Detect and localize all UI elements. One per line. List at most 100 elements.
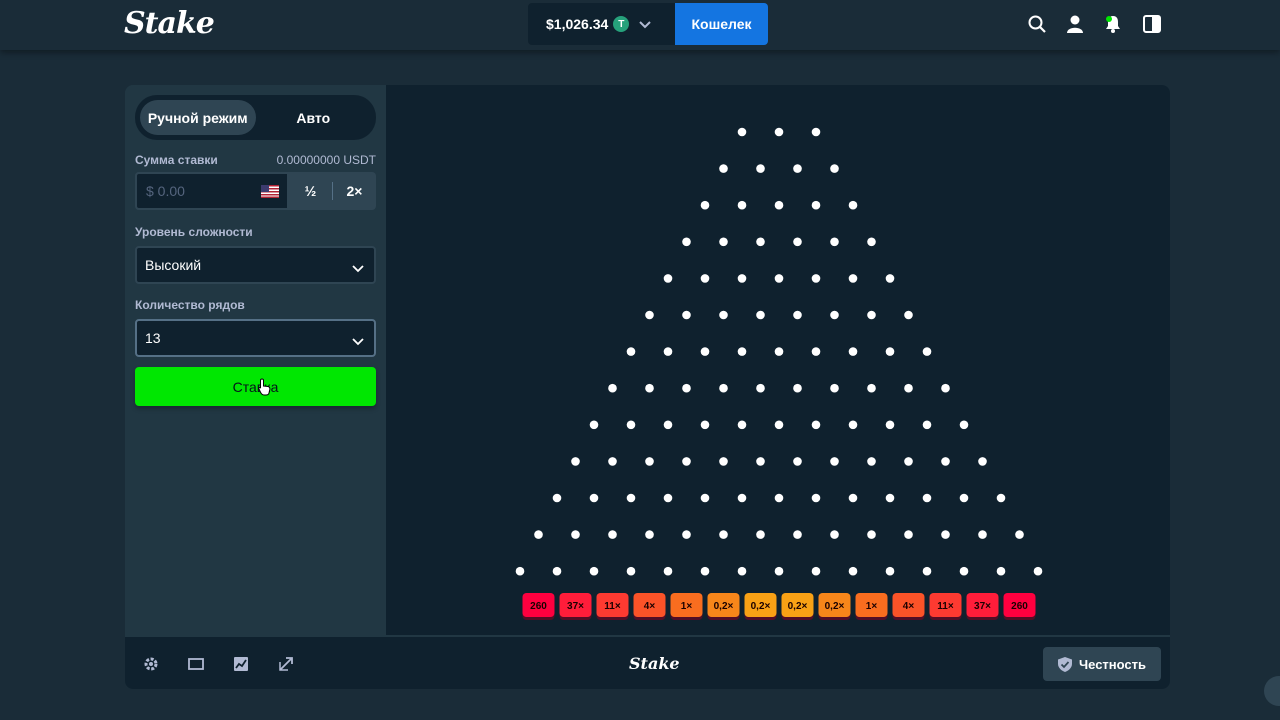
peg [626,566,636,576]
multiplier-bucket: 4× [892,593,925,620]
footer-stake-logo: Stake [629,654,680,673]
user-icon[interactable] [1065,14,1085,34]
peg [922,420,932,430]
peg [867,530,876,539]
peg [848,566,858,576]
peg [885,566,895,576]
peg [830,310,839,320]
peg [645,310,654,320]
peg [811,420,821,430]
peg [608,457,617,466]
multiplier-bucket: 1× [670,593,703,620]
bet-input-placeholder: $ 0.00 [146,183,185,199]
peg [922,347,932,356]
peg [756,237,765,247]
peg [682,237,691,247]
peg [756,164,765,173]
peg [904,530,913,539]
risk-select[interactable]: Высокий [135,246,376,284]
stake-logo[interactable]: Stake [124,6,215,41]
wallet-button[interactable]: Кошелек [675,3,768,45]
multiplier-label: 1× [866,601,878,612]
plinko-game: Ручной режим Авто Сумма ставки 0.0000000… [125,85,1170,689]
peg [978,530,987,539]
peg [645,457,654,466]
multiplier-bucket: 11× [596,593,629,620]
peg [571,530,580,539]
peg [793,383,802,393]
multiplier-bucket: 37× [559,593,592,620]
peg [774,566,784,576]
multiplier-bucket: 37× [966,593,999,620]
peg [737,127,747,137]
peg [663,274,673,283]
multiplier-bucket: 0,2× [744,593,777,620]
sidebar-toggle-icon[interactable] [1142,14,1162,34]
multiplier-bucket: 0,2× [818,593,851,620]
peg [904,310,913,320]
risk-label: Уровень сложности [135,225,253,239]
bell-icon[interactable] [1103,14,1123,34]
peg [719,237,728,247]
peg [793,237,802,247]
fairness-button[interactable]: Честность [1043,647,1161,681]
peg [848,493,858,503]
balance-dropdown[interactable]: $1,026.34 T [528,3,675,45]
peg [700,274,710,283]
stats-icon[interactable] [233,656,249,672]
rows-select[interactable]: 13 [135,319,376,357]
peg [996,493,1006,503]
game-footer: Stake Честность [125,635,1170,689]
scroll-to-top-button[interactable] [1264,676,1280,706]
peg [515,566,525,576]
peg [774,127,784,137]
peg [719,530,728,539]
multiplier-bucket: 11× [929,593,962,620]
popout-icon[interactable] [278,656,294,672]
peg [756,383,765,393]
peg [589,493,599,503]
risk-value: Высокий [145,257,202,273]
plinko-board: 260 37× 11× 4× 1× 0,2× 0,2× 0,2× 0,2× 1× 4× 11× 37× 2… [386,85,1170,635]
bet-button[interactable]: Ставка [135,367,376,406]
peg [811,274,821,283]
peg [719,457,728,466]
search-icon[interactable] [1027,14,1047,34]
bet-amount-input[interactable]: $ 0.00 [135,172,289,210]
multiplier-label: 0,2× [788,601,808,612]
plinko-pegs: 260 37× 11× 4× 1× 0,2× 0,2× 0,2× 0,2× 1× 4× 11× 37× 2… [515,127,1043,620]
peg [978,457,987,466]
peg [959,493,969,503]
peg [682,457,691,466]
peg [737,420,747,430]
double-bet-button[interactable]: 2× [346,183,363,199]
peg [719,310,728,320]
peg [1033,566,1043,576]
peg [682,530,691,539]
half-bet-button[interactable]: ½ [304,183,317,199]
tab-auto[interactable]: Авто [296,109,331,126]
multiplier-bucket: 260 [522,593,555,620]
peg [830,530,839,539]
multiplier-label: 4× [644,601,656,612]
peg [1015,530,1024,539]
peg [793,310,802,320]
peg [941,530,950,539]
peg [719,383,728,393]
peg [793,457,802,466]
peg [867,237,876,247]
peg [700,200,710,210]
peg [626,347,636,356]
peg [830,164,839,173]
bet-amount-row: $ 0.00 ½ 2× [135,172,376,210]
peg [756,310,765,320]
multiplier-bucket: 0,2× [781,593,814,620]
tab-manual[interactable]: Ручной режим [140,100,256,135]
settings-icon[interactable] [143,656,159,672]
bet-amount-crypto-value: 0.00000000 USDT [276,153,376,167]
peg [552,493,562,503]
theater-mode-icon[interactable] [188,656,204,672]
wallet-group: $1,026.34 T Кошелек [528,3,768,45]
peg [885,274,895,283]
usdt-coin-icon: T [613,16,630,32]
